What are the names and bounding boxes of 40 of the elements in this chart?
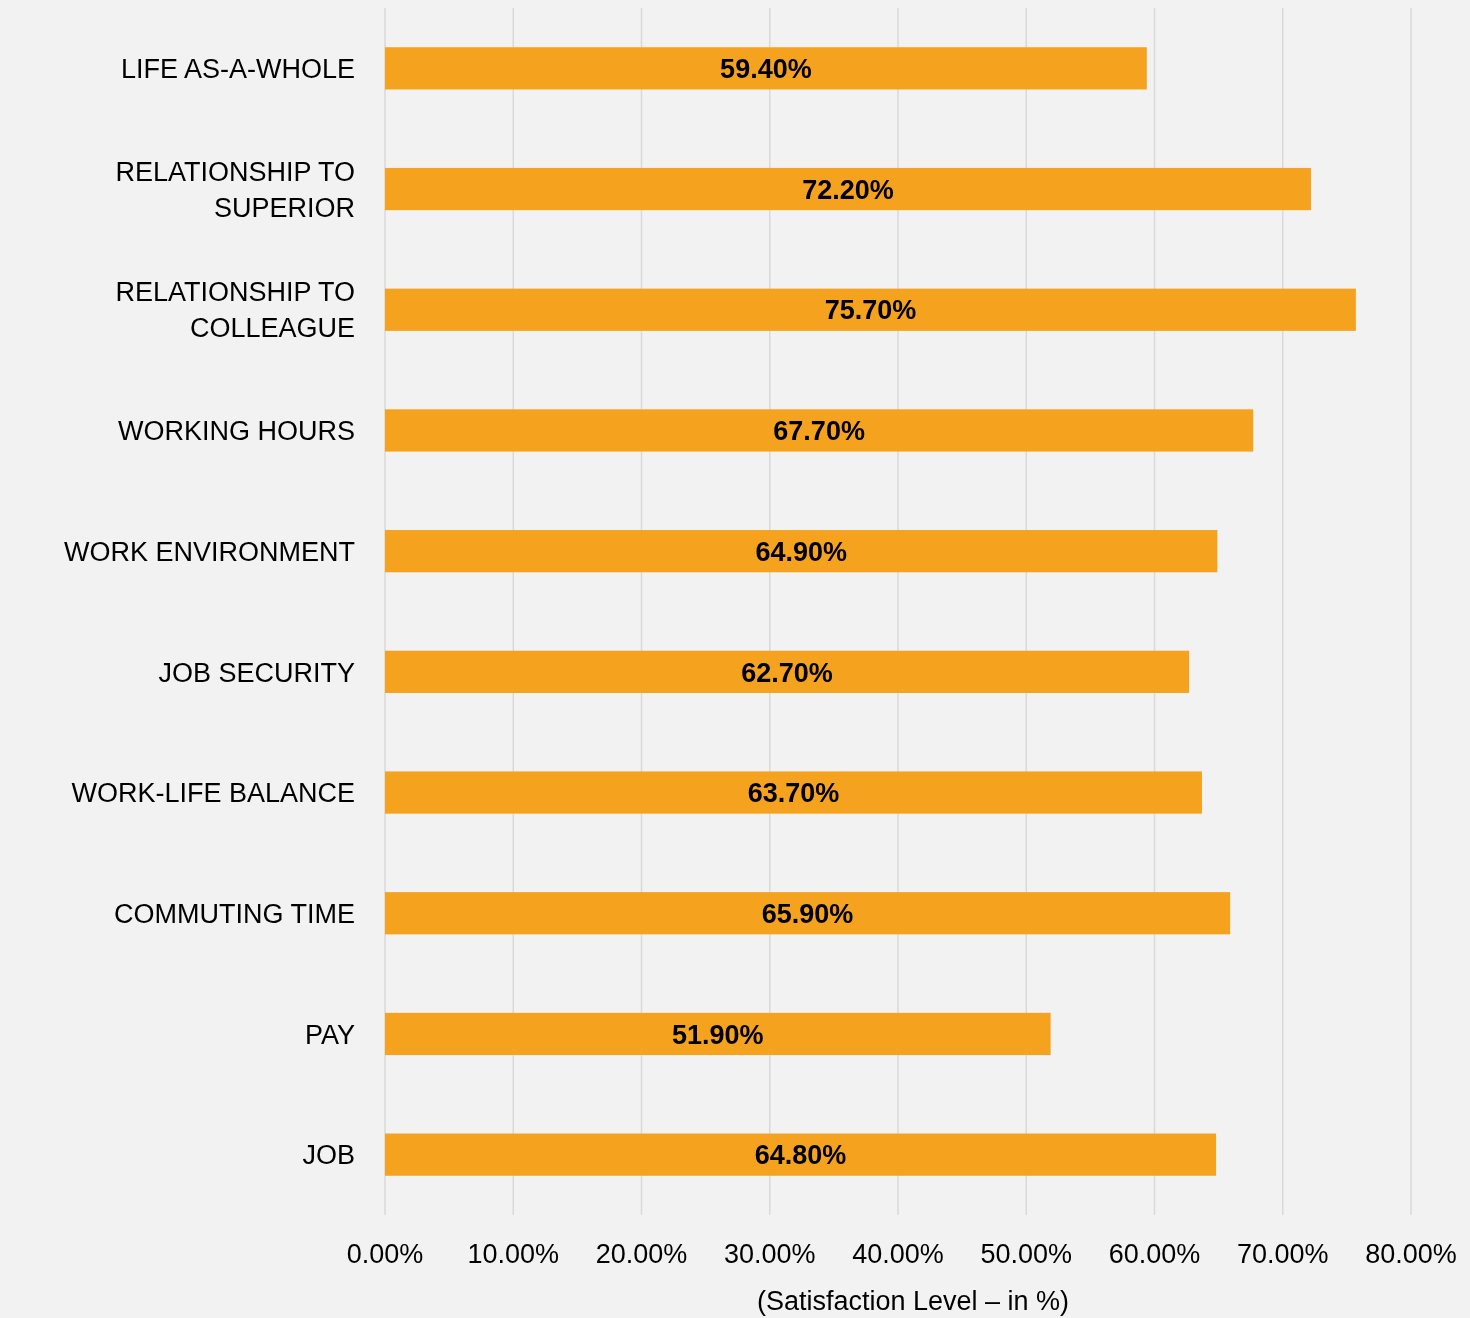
- bar: [385, 892, 1231, 935]
- y-tick-label: WORK-LIFE BALANCE: [71, 778, 355, 809]
- y-tick-label: WORKING HOURS: [117, 416, 355, 447]
- data-label: 51.90%: [672, 1019, 764, 1050]
- y-tick-label: RELATIONSHIP TO SUPERIOR: [115, 156, 355, 223]
- bar: [385, 167, 1311, 211]
- data-label: 63.70%: [747, 778, 840, 809]
- data-label: 62.70%: [741, 657, 833, 688]
- y-tick-label: JOB: [302, 1140, 355, 1171]
- data-label: 64.80%: [754, 1140, 847, 1171]
- bar: [385, 1012, 1051, 1056]
- bar: [385, 47, 1147, 90]
- y-tick-label: RELATIONSHIP TO COLLEAGUE: [115, 277, 355, 344]
- x-tick-label: 0.00%: [346, 1239, 424, 1269]
- data-label: 64.90%: [755, 536, 847, 567]
- bar: [385, 530, 1218, 573]
- data-label: 75.70%: [824, 295, 917, 326]
- x-tick-label: 30.00%: [723, 1239, 816, 1269]
- bar: [385, 1133, 1217, 1176]
- y-tick-label: COMMUTING TIME: [114, 898, 355, 929]
- bar: [385, 409, 1254, 452]
- bar: [385, 288, 1356, 331]
- x-tick-label: 50.00%: [980, 1239, 1073, 1269]
- x-tick-label: 70.00%: [1236, 1239, 1329, 1269]
- x-tick-label: 40.00%: [852, 1239, 944, 1269]
- y-tick-label: WORK ENVIRONMENT: [63, 536, 355, 567]
- x-tick-label: 20.00%: [595, 1239, 688, 1269]
- x-tick-label: 80.00%: [1365, 1239, 1457, 1269]
- bar: [385, 650, 1190, 693]
- data-label: 59.40%: [720, 54, 812, 85]
- x-axis-title: (Satisfaction Level – in %): [756, 1286, 1070, 1316]
- y-tick-label: PAY: [304, 1019, 355, 1050]
- x-tick-label: 10.00%: [467, 1239, 560, 1269]
- data-label: 72.20%: [802, 174, 894, 205]
- data-label: 65.90%: [761, 898, 854, 929]
- y-tick-label: LIFE AS-A-WHOLE: [120, 54, 355, 85]
- data-label: 67.70%: [773, 416, 865, 447]
- x-tick-label: 60.00%: [1108, 1239, 1201, 1269]
- y-tick-label: JOB SECURITY: [158, 657, 355, 688]
- bar: [385, 771, 1202, 814]
